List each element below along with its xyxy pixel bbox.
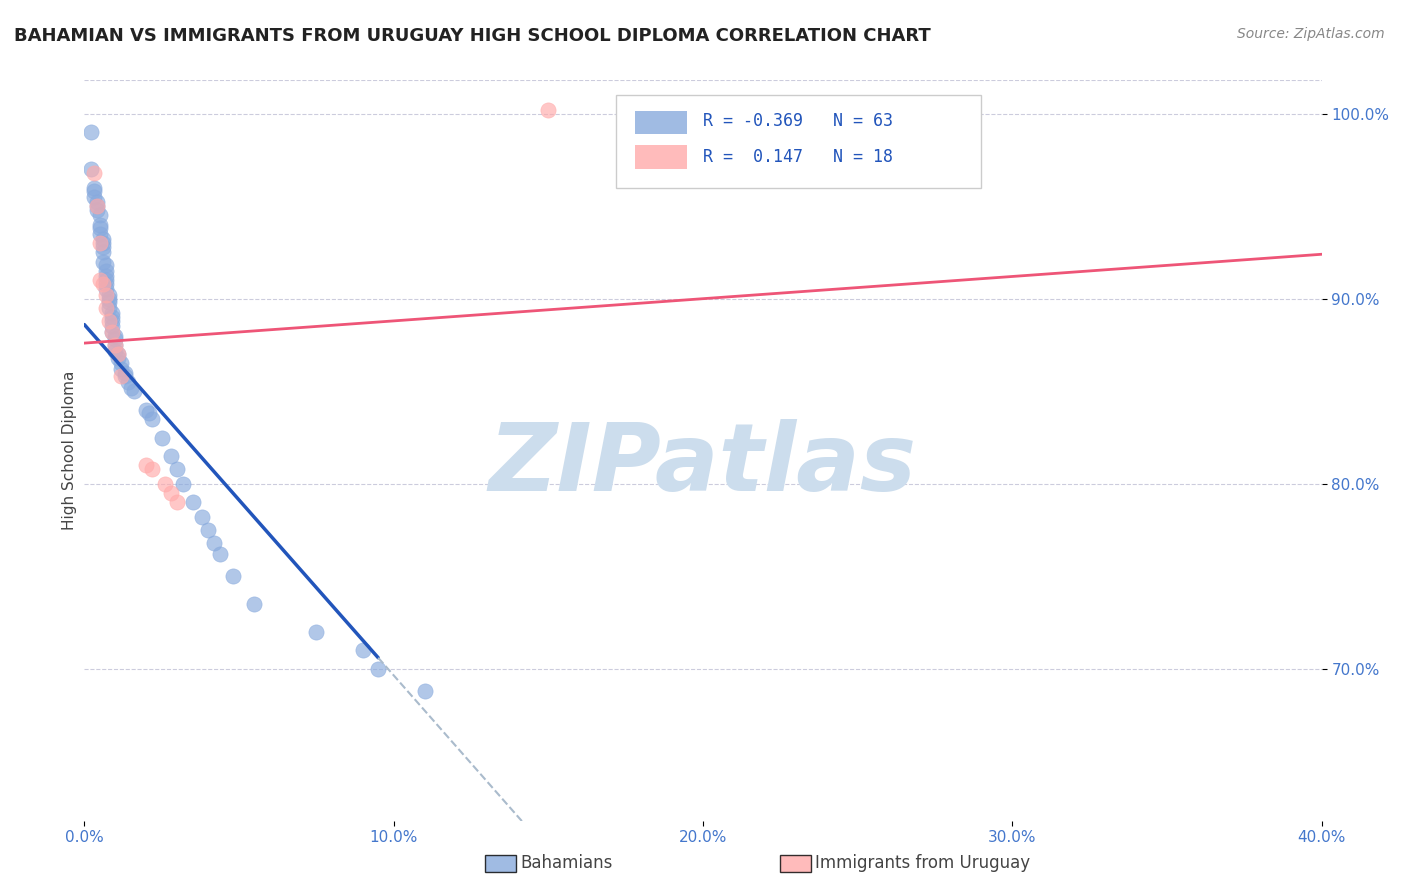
Point (160, 449, 183, 463)
Point (104, 343, 127, 358)
Point (91, 254, 114, 268)
Point (222, 569, 245, 583)
Point (101, 306, 124, 320)
Bar (636, 145, 688, 169)
Point (91, 245, 114, 260)
Point (94, 282, 117, 296)
Text: Source: ZipAtlas.com: Source: ZipAtlas.com (1237, 27, 1385, 41)
Text: Immigrants from Uruguay: Immigrants from Uruguay (815, 855, 1031, 872)
Point (110, 356, 132, 370)
Point (86, 199, 108, 213)
Point (197, 523, 219, 537)
Point (91, 240, 114, 254)
Text: R = -0.369   N = 63: R = -0.369 N = 63 (703, 112, 893, 130)
Point (94, 288, 117, 302)
Point (122, 384, 145, 399)
Point (94, 277, 117, 291)
Point (166, 462, 188, 476)
Point (89, 227, 111, 241)
Point (98, 288, 121, 302)
Point (89, 221, 111, 235)
Point (89, 208, 111, 222)
Point (367, 662, 389, 676)
Point (101, 325, 124, 339)
Point (150, 430, 173, 444)
Point (172, 476, 194, 491)
Point (107, 351, 129, 365)
Point (202, 536, 225, 550)
Point (94, 273, 117, 287)
Point (166, 495, 188, 509)
Point (243, 597, 266, 611)
Point (94, 269, 117, 284)
Text: Bahamians: Bahamians (520, 855, 613, 872)
Point (120, 380, 142, 394)
Point (181, 495, 204, 509)
Point (98, 292, 121, 306)
Point (86, 195, 108, 210)
Point (101, 310, 124, 325)
Point (94, 301, 117, 315)
Point (104, 332, 127, 346)
Point (110, 362, 132, 376)
Bar (636, 111, 688, 135)
Point (141, 462, 163, 476)
Text: BAHAMIAN VS IMMIGRANTS FROM URUGUAY HIGH SCHOOL DIPLOMA CORRELATION CHART: BAHAMIAN VS IMMIGRANTS FROM URUGUAY HIGH… (14, 27, 931, 45)
Point (110, 369, 132, 384)
Point (98, 314, 121, 328)
Point (104, 328, 127, 343)
Point (160, 486, 183, 500)
Point (101, 325, 124, 339)
Point (114, 366, 136, 380)
Point (89, 218, 111, 232)
Point (94, 258, 117, 272)
Point (98, 295, 121, 310)
Point (89, 273, 111, 287)
Point (107, 347, 129, 361)
Point (537, 103, 560, 117)
Text: ZIPatlas: ZIPatlas (489, 419, 917, 511)
Point (91, 277, 114, 291)
Point (305, 624, 328, 639)
Point (107, 347, 129, 361)
Point (101, 319, 124, 334)
Point (352, 643, 374, 657)
Point (94, 264, 117, 278)
Point (86, 199, 108, 213)
Text: R =  0.147   N = 18: R = 0.147 N = 18 (703, 147, 893, 166)
Point (138, 407, 160, 421)
Point (86, 202, 108, 217)
Point (153, 476, 176, 491)
Point (191, 510, 214, 524)
FancyBboxPatch shape (616, 95, 981, 187)
Point (89, 236, 111, 251)
Point (141, 412, 163, 426)
Point (91, 232, 114, 246)
Point (83, 166, 105, 180)
Point (117, 375, 139, 389)
Point (101, 314, 124, 328)
Y-axis label: High School Diploma: High School Diploma (62, 371, 77, 530)
Point (104, 338, 127, 352)
Point (98, 301, 121, 315)
Point (114, 369, 136, 384)
Point (83, 185, 105, 199)
Point (104, 338, 127, 352)
Point (79, 125, 101, 139)
Point (135, 402, 157, 417)
Point (209, 547, 232, 561)
Point (91, 236, 114, 251)
Point (413, 684, 436, 698)
Point (79, 162, 101, 177)
Point (83, 180, 105, 194)
Point (135, 458, 157, 473)
Point (83, 190, 105, 204)
